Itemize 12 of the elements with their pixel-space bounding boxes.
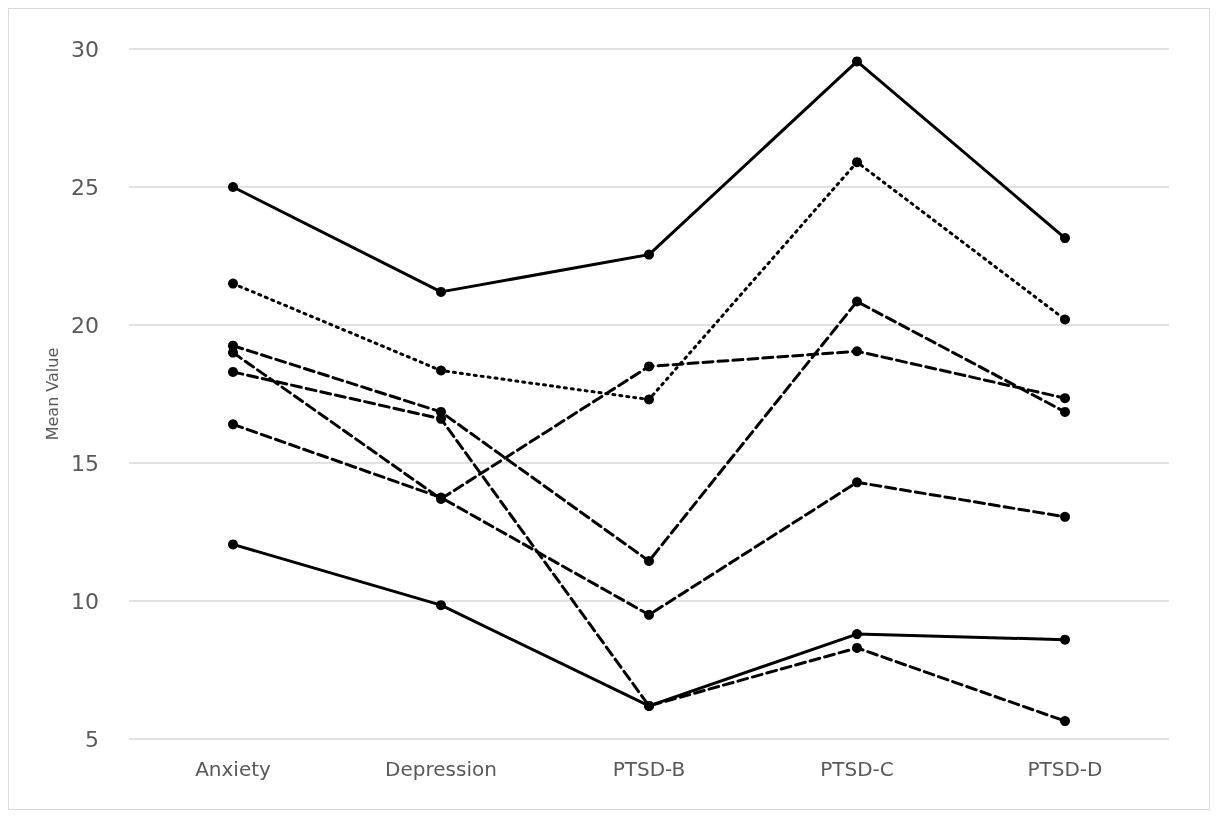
y-tick-label: 10 bbox=[71, 588, 99, 614]
y-tick-label: 25 bbox=[71, 174, 99, 200]
y-tick-label: 5 bbox=[85, 726, 99, 752]
x-tick-label: PTSD-C bbox=[820, 757, 894, 781]
y-tick-label: 30 bbox=[71, 36, 99, 62]
y-tick-label: 15 bbox=[71, 450, 99, 476]
x-tick-label: PTSD-D bbox=[1027, 757, 1103, 781]
x-tick-label: Depression bbox=[385, 757, 497, 781]
y-axis-title: Mean Value bbox=[42, 347, 62, 441]
y-tick-label: 20 bbox=[71, 312, 99, 338]
x-tick-label: PTSD-B bbox=[612, 757, 686, 781]
x-tick-label: Anxiety bbox=[195, 757, 272, 781]
